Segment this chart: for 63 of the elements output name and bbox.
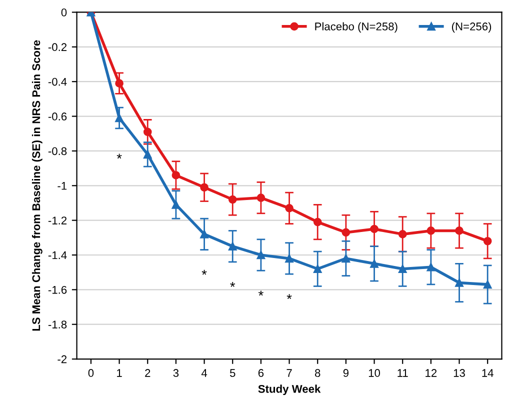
- point: [313, 264, 322, 274]
- x-tick-label: 12: [426, 369, 437, 377]
- x-tick-label: 11: [398, 369, 408, 377]
- point: [398, 264, 407, 274]
- point: [256, 194, 266, 202]
- data-label: *: [202, 270, 207, 275]
- point: [228, 242, 237, 250]
- y-tick-label: -0.2: [48, 43, 67, 52]
- x-tick-label: 0: [88, 369, 94, 377]
- point: [143, 150, 152, 159]
- point: [342, 254, 350, 263]
- point: [143, 128, 152, 136]
- point: [483, 236, 492, 246]
- y-tick-label: -1.2: [48, 216, 67, 224]
- point: [455, 278, 464, 287]
- x-tick-label: 1: [117, 369, 122, 377]
- x-tick-label: 10: [368, 369, 380, 377]
- y-tick-label: 0: [61, 8, 67, 16]
- legend-label: (N=256): [452, 22, 492, 33]
- point: [455, 226, 464, 235]
- x-tick-label: 2: [145, 369, 150, 377]
- x-tick-label: 13: [454, 369, 465, 377]
- point: [115, 114, 124, 122]
- data-label: *: [286, 294, 292, 300]
- data-label: *: [116, 154, 122, 159]
- y-tick-label: -0.4: [48, 78, 67, 86]
- x-tick-label: 6: [258, 369, 264, 377]
- x-tick-label: 8: [315, 369, 320, 377]
- y-tick-label: -1: [58, 182, 67, 190]
- x-tick-label: 14: [482, 369, 494, 377]
- x-tick-label: 7: [286, 369, 292, 377]
- x-tick-label: 4: [201, 369, 208, 377]
- point: [256, 250, 266, 260]
- point: [342, 228, 350, 237]
- y-tick-label: -0.8: [48, 147, 67, 156]
- point: [483, 280, 492, 289]
- x-tick-label: 5: [230, 369, 236, 377]
- point: [115, 79, 124, 88]
- point: [285, 204, 294, 212]
- point: [285, 254, 294, 263]
- point: [172, 171, 180, 180]
- point: [370, 224, 378, 234]
- point: [200, 230, 208, 238]
- data-label: *: [230, 282, 236, 287]
- point: [313, 218, 322, 226]
- y-tick-label: -1.8: [48, 320, 67, 328]
- y-axis-title: LS Mean Change from Baseline (SE) in NRS Pain Score: [32, 40, 42, 331]
- x-axis-title: Study Week: [258, 384, 321, 396]
- y-tick-label: -2: [58, 355, 67, 364]
- y-tick-label: -1.4: [48, 251, 67, 260]
- x-tick-label: 9: [343, 369, 349, 377]
- point: [398, 230, 407, 238]
- point: [228, 195, 237, 204]
- y-tick-label: -1.6: [48, 286, 67, 294]
- point: [426, 262, 436, 272]
- data-label: *: [258, 290, 264, 296]
- legend-label: Placebo (N=258): [315, 22, 398, 33]
- y-tick-label: -0.6: [48, 112, 67, 120]
- x-tick-label: 3: [173, 369, 179, 377]
- point: [172, 200, 180, 209]
- point: [426, 226, 436, 235]
- point: [370, 260, 378, 268]
- point: [200, 183, 208, 192]
